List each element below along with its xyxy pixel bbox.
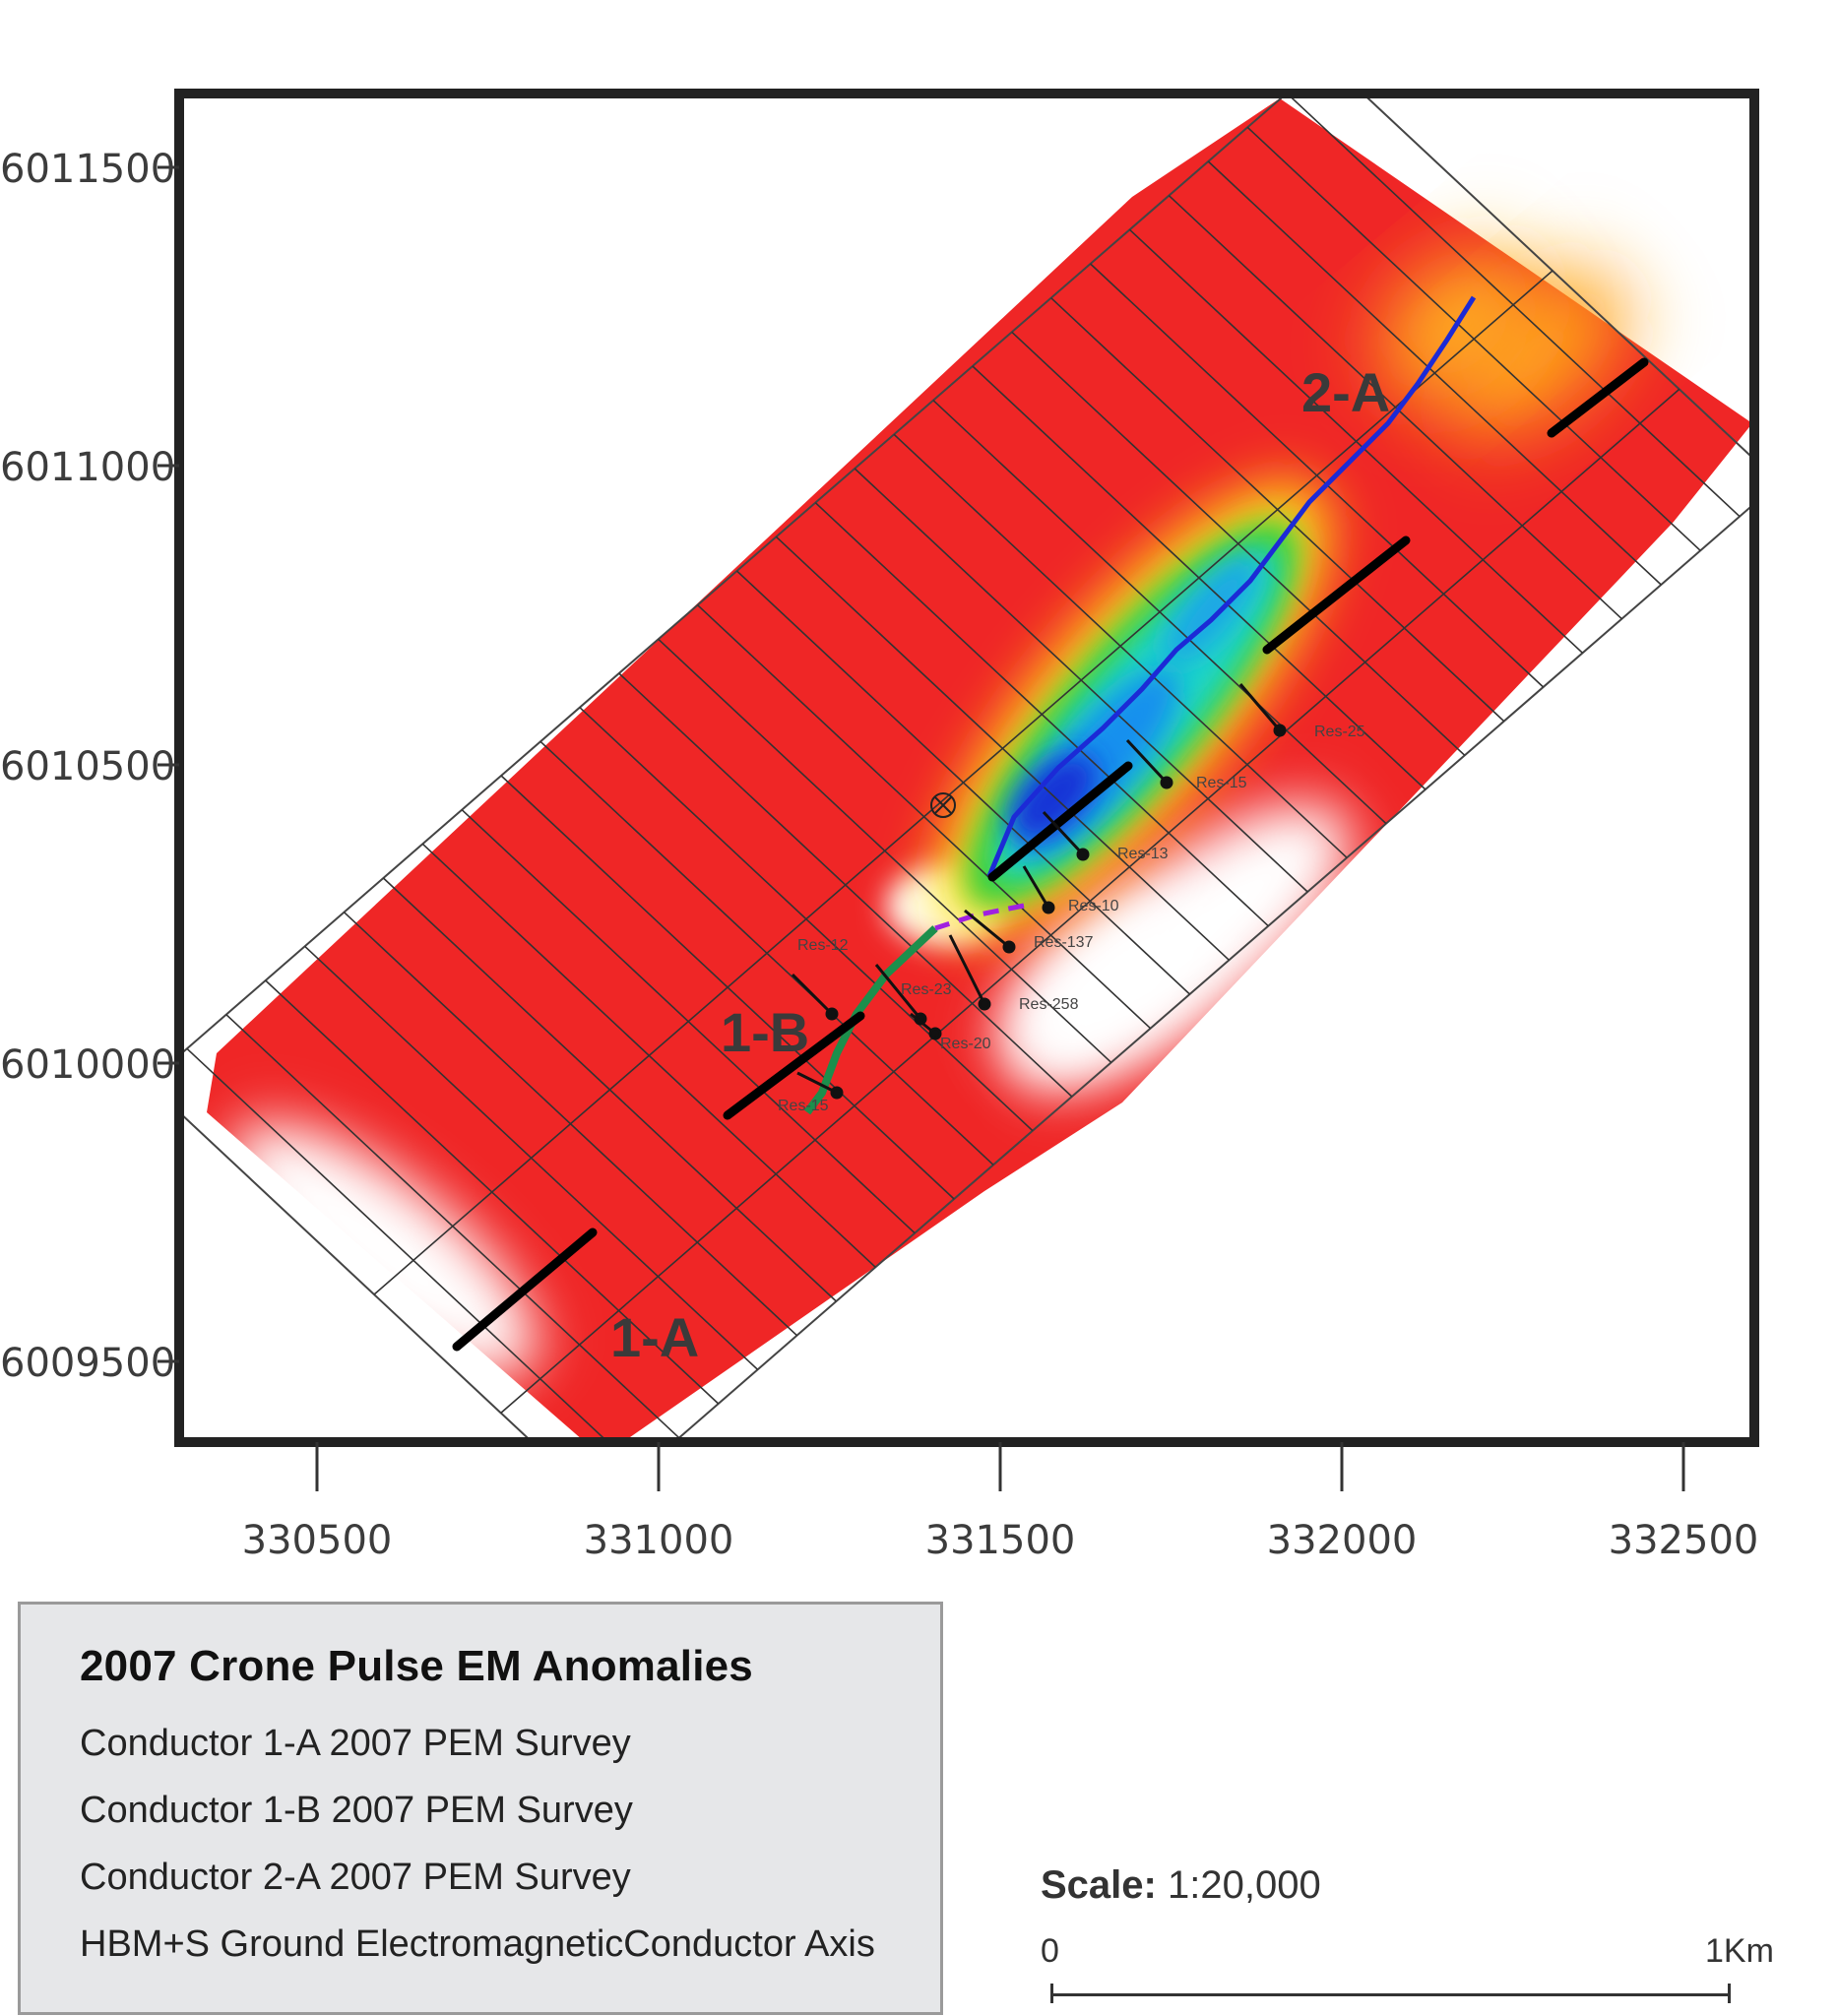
axis-ticks [158,165,1685,1491]
drill-hole-end [1042,901,1055,914]
grid-baseline [500,388,1680,1415]
x-tick-label: 330500 [242,1518,393,1563]
y-tick-label: 6010000 [0,1042,175,1088]
drill-hole-trace [796,1071,838,1095]
drill-hole-end [825,1007,839,1021]
drill-hole-trace [1042,810,1085,856]
scale-label: Scale: [1041,1863,1157,1907]
drill-holes: Res-25 Res-15 Res-13 Res-10 Res-137 Res-12 Res… [778,683,1365,1114]
grid-baseline [373,270,1553,1295]
drill-hole-end [1160,776,1173,789]
scale-text: Scale: 1:20,000 [1041,1863,1321,1908]
drill-hole-label: Res-23 [901,981,952,998]
drill-hole-trace [791,973,834,1016]
drill-hole-label: Res-258 [1019,996,1079,1013]
x-tick-label: 332000 [1267,1518,1418,1563]
drill-hole-trace [1125,738,1169,785]
legend-item-axis: HBM+S Ground ElectromagneticConductor Ax… [80,1923,875,1965]
drill-hole-label: Res-13 [1117,846,1169,862]
survey-grid [179,94,1754,1442]
scale-tick [1050,1984,1053,2003]
drill-hole-label: Res-12 [797,937,849,954]
scale-start: 0 [1041,1932,1059,1970]
x-tick-label: 332500 [1609,1518,1759,1563]
map-frame [174,89,1759,1447]
drill-hole-end [1273,724,1287,737]
anomaly-field [207,98,1752,1442]
drill-hole-end [1076,848,1090,861]
label-2a: 2-A [1301,361,1390,423]
drill-hole-trace [1238,683,1282,731]
drill-hole-trace [948,934,986,1005]
drill-hole-label: Res-20 [940,1036,991,1052]
drill-hole-end [978,997,991,1011]
scale-value: 1:20,000 [1167,1863,1321,1907]
x-axis-labels: 330500 331000 331500 332000 332500 [242,1518,1759,1563]
y-tick-label: 6009500 [0,1341,175,1386]
y-axis-labels: 6011500 6011000 6010500 6010000 6009500 [0,147,175,1386]
scale-end: 1Km [1705,1932,1774,1970]
x-tick-label: 331000 [584,1518,734,1563]
drill-hole-trace [874,964,922,1020]
drill-hole-end [928,1027,942,1040]
drill-hole-label: Res-15 [778,1098,829,1114]
conductor-axis-dashed [934,903,1025,931]
legend-item-2a: Conductor 2-A 2007 PEM Survey [80,1857,631,1898]
conductor-axis-1b [803,925,938,1115]
scale-tick [1728,1984,1731,2003]
drill-hole-label: Res-15 [1196,775,1247,791]
drill-hole-label: Res-10 [1068,898,1119,914]
conductor-axis-2a [986,295,1477,877]
drill-hole-label: Res-25 [1314,724,1365,740]
y-tick-label: 6010500 [0,744,175,789]
legend-item-1a: Conductor 1-A 2007 PEM Survey [80,1723,631,1764]
label-1b: 1-B [721,1001,809,1063]
y-tick-label: 6011500 [0,147,175,192]
legend-panel: 2007 Crone Pulse EM Anomalies Conductor … [18,1602,943,2015]
drill-hole-trace [1022,865,1050,909]
drill-hole-trace [964,909,1010,949]
drill-hole-end [1002,940,1016,954]
label-1a: 1-A [610,1306,699,1368]
pem-conductors [452,357,1649,1352]
drill-hole-end [830,1086,844,1100]
legend-title: 2007 Crone Pulse EM Anomalies [80,1642,753,1690]
legend-item-1b: Conductor 1-B 2007 PEM Survey [80,1790,633,1831]
scale-block: Scale: 1:20,000 0 1Km [1041,1863,1789,2003]
scale-bar [1050,1993,1728,1996]
y-tick-label: 6011000 [0,445,175,490]
drill-collar-icon [930,792,956,818]
drill-hole-label: Res-137 [1034,934,1094,951]
x-tick-label: 331500 [925,1518,1076,1563]
